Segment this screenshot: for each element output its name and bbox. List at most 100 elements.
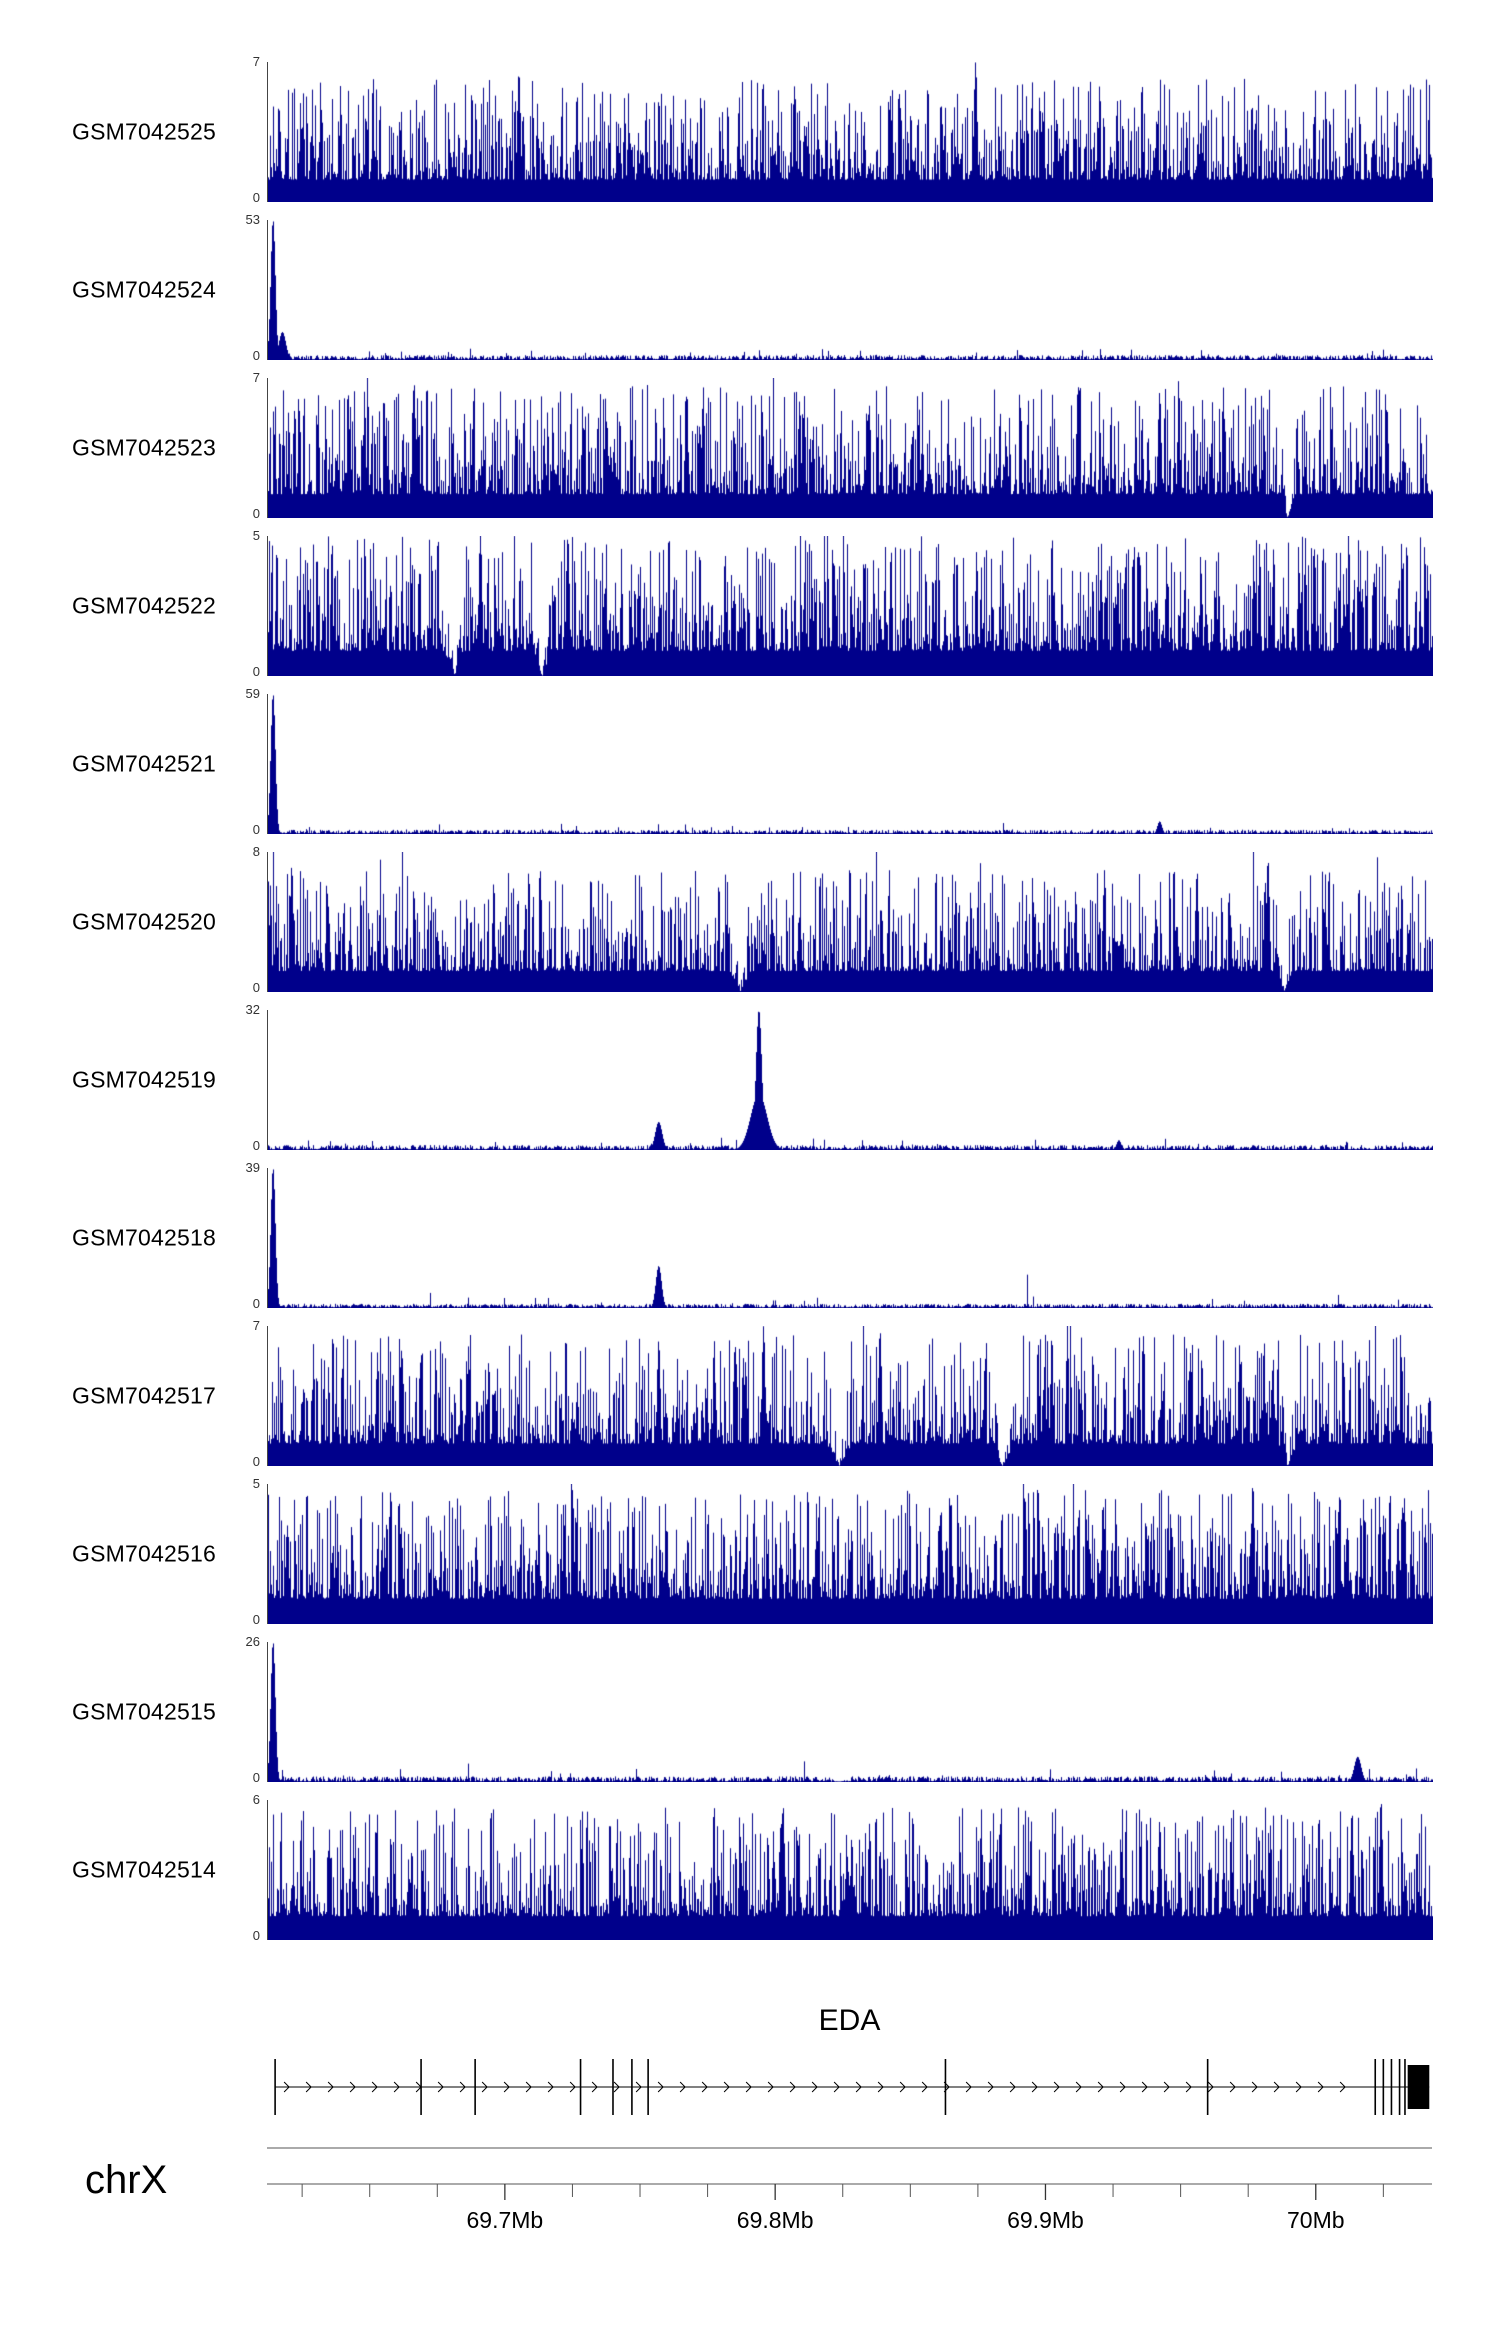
track-plot-area: 53 0: [246, 213, 1433, 362]
coverage-signal: [268, 1010, 1433, 1150]
strand-arrow-icon: [1273, 2081, 1280, 2093]
strand-arrow-icon: [481, 2081, 488, 2093]
track-plot-area: 7 0: [253, 1319, 1433, 1468]
y-axis-zero-label: 0: [252, 506, 260, 521]
coverage-signal: [268, 1642, 1433, 1782]
strand-arrow-icon: [1141, 2081, 1148, 2093]
coverage-track: GSM7042524 53 0: [0, 213, 1500, 362]
coverage-track: GSM7042519 32 0: [0, 1003, 1500, 1152]
track-plot-area: 26 0: [246, 1635, 1433, 1784]
y-axis-max-label: 53: [245, 212, 260, 227]
y-axis-max-label: 32: [245, 1002, 260, 1017]
track-label: GSM7042521: [72, 750, 216, 777]
strand-arrow-icon: [1185, 2081, 1192, 2093]
strand-arrow-icon: [1317, 2081, 1324, 2093]
y-axis-max-label: 7: [252, 1318, 260, 1333]
y-axis-zero-label: 0: [252, 1138, 260, 1153]
strand-arrow-icon: [591, 2081, 598, 2093]
track-plot-area: 8 0: [253, 845, 1433, 994]
strand-arrow-icon: [1053, 2081, 1060, 2093]
y-axis-max-label: 8: [252, 844, 260, 859]
track-plot-area: 7 0: [253, 55, 1433, 204]
coverage-track: GSM7042521 59 0: [0, 687, 1500, 836]
strand-arrow-icon: [965, 2081, 972, 2093]
y-axis-max-label: 6: [252, 1792, 260, 1807]
chromosome-label: chrX: [85, 2158, 168, 2202]
strand-arrow-icon: [525, 2081, 532, 2093]
genome-axis-track: chrX 69.7Mb 69.8Mb 69.9Mb 70Mb: [0, 2142, 1500, 2252]
coverage-tracks: GSM7042525 7 0 GSM7042524 53 0 GSM704252…: [0, 55, 1500, 1942]
track-label: GSM7042524: [72, 276, 216, 303]
strand-arrow-icon: [635, 2081, 642, 2093]
track-plot-area: 32 0: [246, 1003, 1433, 1152]
y-axis-zero-label: 0: [252, 980, 260, 995]
strand-arrow-icon: [1097, 2081, 1104, 2093]
strand-arrow-icon: [327, 2081, 334, 2093]
strand-arrow-icon: [921, 2081, 928, 2093]
coverage-signal: [268, 852, 1433, 992]
coverage-track: GSM7042516 5 0: [0, 1477, 1500, 1627]
y-axis-zero-label: 0: [252, 1770, 260, 1785]
strand-arrow-icon: [745, 2081, 752, 2093]
track-label: GSM7042514: [72, 1856, 216, 1883]
strand-arrow-icon: [613, 2081, 620, 2093]
y-axis-zero-label: 0: [252, 190, 260, 205]
coverage-signal: [268, 1168, 1433, 1308]
coverage-track: GSM7042517 7 0: [0, 1319, 1500, 1468]
axis-tick-label: 69.8Mb: [737, 2207, 814, 2233]
coverage-signal: [268, 1326, 1433, 1466]
strand-arrow-icon: [723, 2081, 730, 2093]
strand-arrow-icon: [855, 2081, 862, 2093]
strand-arrow-icon: [1339, 2081, 1346, 2093]
coverage-track: GSM7042518 39 0: [0, 1161, 1500, 1311]
y-axis-max-label: 26: [245, 1634, 260, 1649]
coverage-signal: [268, 1800, 1433, 1940]
y-axis-max-label: 7: [252, 54, 260, 69]
axis-tick-label: 69.7Mb: [467, 2207, 544, 2233]
strand-arrow-icon: [371, 2081, 378, 2093]
coverage-signal: [268, 220, 1433, 360]
track-label: GSM7042516: [72, 1540, 216, 1567]
strand-arrow-icon: [305, 2081, 312, 2093]
y-axis-max-label: 59: [245, 686, 260, 701]
coverage-track: GSM7042523 7 0: [0, 371, 1500, 520]
strand-arrow-icon: [679, 2081, 686, 2093]
strand-arrow-icon: [811, 2081, 818, 2093]
strand-arrow-icon: [899, 2081, 906, 2093]
track-label: GSM7042519: [72, 1066, 216, 1093]
y-axis-zero-label: 0: [252, 664, 260, 679]
coverage-signal: [268, 536, 1433, 676]
y-axis-max-label: 7: [252, 370, 260, 385]
track-label: GSM7042522: [72, 592, 216, 619]
strand-arrow-icon: [547, 2081, 554, 2093]
axis-tick-label: 70Mb: [1287, 2207, 1345, 2233]
strand-arrow-icon: [1031, 2081, 1038, 2093]
track-plot-area: 6 0: [253, 1793, 1433, 1942]
strand-arrow-icon: [767, 2081, 774, 2093]
coverage-track: GSM7042525 7 0: [0, 55, 1500, 204]
gene-model: [274, 2059, 1430, 2115]
gene-name-label: EDA: [818, 2004, 881, 2037]
strand-arrow-icon: [349, 2081, 356, 2093]
y-axis-zero-label: 0: [252, 348, 260, 363]
y-axis-zero-label: 0: [252, 1296, 260, 1311]
y-axis-zero-label: 0: [252, 1612, 260, 1627]
strand-arrow-icon: [877, 2081, 884, 2093]
strand-arrow-icon: [283, 2081, 290, 2093]
strand-arrow-icon: [987, 2081, 994, 2093]
strand-arrow-icon: [393, 2081, 400, 2093]
strand-arrow-icon: [1251, 2081, 1258, 2093]
strand-arrow-icon: [1075, 2081, 1082, 2093]
strand-arrow-icon: [1295, 2081, 1302, 2093]
strand-arrow-icon: [503, 2081, 510, 2093]
strand-arrow-icon: [833, 2081, 840, 2093]
track-plot-area: 7 0: [253, 371, 1433, 520]
y-axis-max-label: 5: [252, 528, 260, 543]
track-plot-area: 59 0: [246, 687, 1433, 836]
axis-tick-label: 69.9Mb: [1007, 2207, 1084, 2233]
terminal-exon-box: [1407, 2065, 1430, 2109]
track-label: GSM7042518: [72, 1224, 216, 1251]
coverage-track: GSM7042520 8 0: [0, 845, 1500, 994]
y-axis-max-label: 39: [245, 1160, 260, 1175]
strand-arrow-icon: [1009, 2081, 1016, 2093]
